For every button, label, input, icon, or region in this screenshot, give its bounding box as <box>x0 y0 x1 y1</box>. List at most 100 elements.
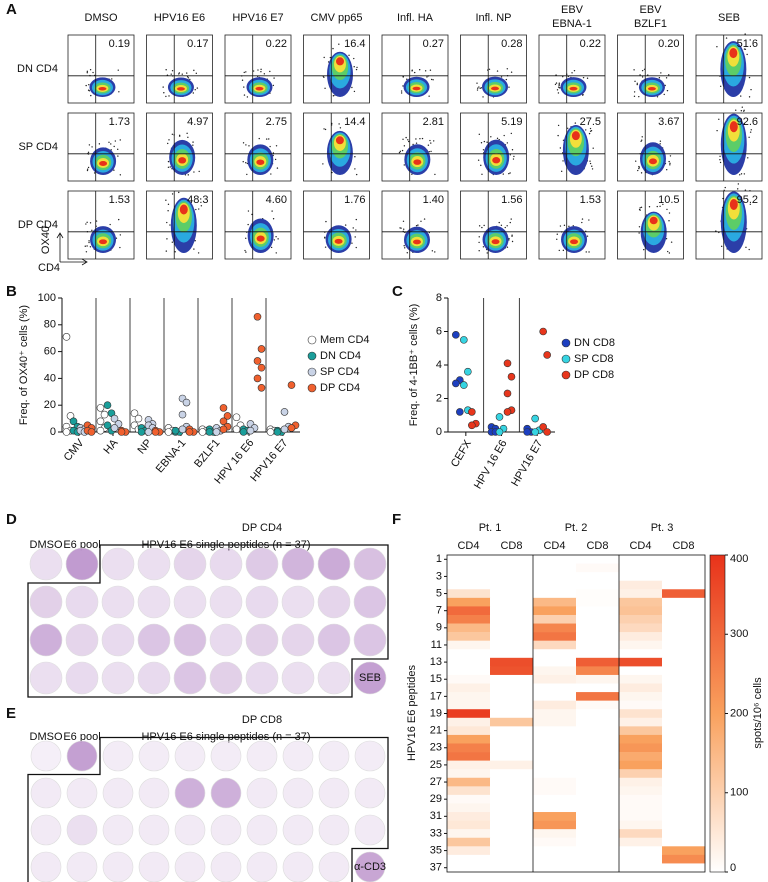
event-dot <box>737 183 740 185</box>
event-dot <box>659 143 661 145</box>
heatmap-cell <box>576 854 620 864</box>
heatmap-cell <box>619 674 663 684</box>
heatmap-cell <box>662 863 706 873</box>
event-dot <box>197 252 200 254</box>
column-header: HPV16 E6 <box>154 12 205 24</box>
event-dot <box>506 142 509 144</box>
plate-label: E6 pool <box>63 539 100 551</box>
density-plot <box>242 137 279 176</box>
heatmap-cell <box>576 563 620 573</box>
event-dot <box>354 168 356 170</box>
event-dot <box>411 173 413 175</box>
data-point <box>232 413 241 422</box>
data-point <box>100 410 109 419</box>
event-dot <box>504 226 506 229</box>
event-dot <box>323 76 325 79</box>
event-dot <box>167 210 169 212</box>
event-dot <box>415 142 418 144</box>
event-dot <box>478 225 481 227</box>
event-dot <box>402 76 404 78</box>
gate-percentage: 95.2 <box>737 194 758 206</box>
legend-swatch <box>307 383 317 393</box>
event-dot <box>399 227 401 229</box>
well <box>210 814 242 846</box>
heatmap-cell <box>619 777 663 787</box>
event-dot <box>86 245 88 247</box>
y-tick-label: 13 <box>430 656 442 668</box>
well <box>66 740 98 772</box>
heatmap-cell <box>662 683 706 693</box>
event-dot <box>242 161 244 163</box>
density-contour <box>99 160 108 166</box>
data-point <box>287 381 296 389</box>
event-dot <box>353 57 355 60</box>
heatmap-cell <box>447 563 491 573</box>
event-dot <box>511 149 514 151</box>
event-dot <box>85 223 87 225</box>
well <box>281 585 315 619</box>
event-dot <box>666 208 668 211</box>
event-dot <box>241 79 244 81</box>
event-dot <box>496 137 499 140</box>
heatmap-cell <box>533 683 577 693</box>
event-dot <box>665 77 668 79</box>
heatmap-cell <box>447 726 491 736</box>
row-label: DP CD4 <box>18 219 58 231</box>
event-dot <box>355 229 357 231</box>
well <box>102 777 134 809</box>
heatmap-cell <box>619 683 663 693</box>
event-dot <box>91 229 93 232</box>
heatmap-cell <box>576 700 620 710</box>
event-dot <box>420 220 422 222</box>
heatmap-cell <box>662 846 706 856</box>
event-dot <box>511 240 514 243</box>
event-dot <box>748 76 751 79</box>
well <box>30 777 62 809</box>
y-axis-label: Freq. of OX40⁺ cells (%) <box>18 305 30 425</box>
data-point <box>110 424 119 432</box>
event-dot <box>748 136 750 138</box>
event-dot <box>556 233 558 235</box>
gate-percentage: 10.5 <box>658 194 679 206</box>
heatmap-cell <box>662 726 706 736</box>
column-header: DMSO <box>85 12 118 24</box>
row-label: DN CD4 <box>17 63 58 75</box>
event-dot <box>633 91 636 93</box>
y-tick-label: 15 <box>430 673 442 685</box>
well <box>353 547 387 581</box>
event-dot <box>86 221 88 224</box>
data-point <box>232 425 241 434</box>
event-dot <box>739 174 741 176</box>
colorbar-label: spots/10⁶ cells <box>752 677 764 749</box>
event-dot <box>503 134 505 137</box>
well <box>246 777 278 809</box>
event-dot <box>478 236 480 238</box>
well <box>138 851 170 882</box>
data-point <box>287 424 296 432</box>
data-point <box>103 401 112 410</box>
heatmap-cell <box>619 863 663 873</box>
column-label: CD8 <box>672 540 694 552</box>
y-tick-label: 3 <box>436 570 442 582</box>
gate-percentage: 5.19 <box>501 116 522 128</box>
well <box>245 547 279 581</box>
heatmap-cell <box>662 657 706 667</box>
heatmap-cell <box>662 837 706 847</box>
gate-percentage: 1.40 <box>423 194 444 206</box>
event-dot <box>488 68 491 70</box>
event-dot <box>428 95 430 97</box>
heatmap-cell <box>662 572 706 582</box>
event-dot <box>636 82 638 84</box>
heatmap-cell <box>533 555 577 564</box>
heatmap-cell <box>576 572 620 582</box>
data-point <box>452 331 460 339</box>
data-point <box>280 425 289 434</box>
event-dot <box>325 220 327 223</box>
heatmap-cell <box>533 846 577 856</box>
heatmap-cell <box>533 563 577 573</box>
heatmap-cell <box>576 794 620 804</box>
data-point <box>468 408 476 416</box>
event-dot <box>639 207 641 209</box>
event-dot <box>92 71 94 74</box>
heatmap-cell <box>576 623 620 633</box>
